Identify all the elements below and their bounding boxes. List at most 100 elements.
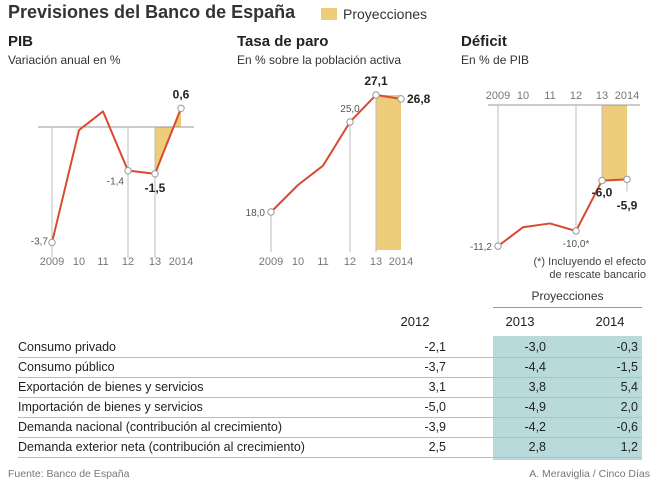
tick-label: 2014 <box>169 256 193 268</box>
data-point <box>267 208 275 216</box>
tick-label: 13 <box>596 90 608 102</box>
cell-2012: -3,7 <box>424 360 446 374</box>
tick-label: 10 <box>517 90 529 102</box>
chart-title: Tasa de paro <box>237 33 328 50</box>
tick-label: 2009 <box>259 256 283 268</box>
projection-area <box>376 94 401 250</box>
tick-label: 2009 <box>40 256 64 268</box>
tick-label: 2014 <box>389 256 413 268</box>
row-label: Consumo público <box>18 360 115 374</box>
data-point <box>494 242 502 250</box>
table-row: Demanda nacional (contribución al crecim… <box>18 417 642 438</box>
data-label: -6,0 <box>592 186 613 200</box>
chart-subtitle: Variación anual en % <box>8 53 121 67</box>
chart-subtitle: En % sobre la población activa <box>237 53 401 67</box>
row-label: Consumo privado <box>18 340 116 354</box>
cell-2013: -4,2 <box>524 420 546 434</box>
cell-2012: -2,1 <box>424 340 446 354</box>
tick-label: 12 <box>122 256 134 268</box>
data-label: 18,0 <box>246 208 266 219</box>
data-label: -10,0* <box>563 239 590 250</box>
data-label: -1,5 <box>145 181 166 195</box>
chart-title: Déficit <box>461 33 507 50</box>
cell-2013: 3,8 <box>528 380 546 394</box>
table-row: Consumo público -3,7 -4,4 -1,5 <box>18 357 642 378</box>
data-point <box>48 238 56 247</box>
column-header-2013: 2013 <box>505 314 535 329</box>
tick-label: 13 <box>149 256 161 268</box>
data-label: 27,1 <box>364 74 388 88</box>
tick-label: 11 <box>97 256 108 268</box>
data-label: -5,9 <box>617 198 638 212</box>
data-label: 0,6 <box>173 87 190 101</box>
row-label: Exportación de bienes y servicios <box>18 380 204 394</box>
projection-background <box>493 336 642 460</box>
tick-label: 12 <box>344 256 356 268</box>
data-point <box>346 118 354 126</box>
data-point <box>623 175 631 184</box>
tick-label: 12 <box>570 90 582 102</box>
chart-2: Déficit En % de PIB -11,2 -10,0* -6,0 -5,9 200… <box>461 33 646 281</box>
source-note: Fuente: Banco de España <box>8 468 130 480</box>
row-label: Importación de bienes y servicios <box>18 400 203 414</box>
cell-2012: -3,9 <box>424 420 446 434</box>
legend-swatch <box>321 8 337 20</box>
chart-note: de rescate bancario <box>549 269 646 281</box>
cell-2014: -0,3 <box>616 340 638 354</box>
cell-2014: 1,2 <box>620 440 638 454</box>
table-row: Exportación de bienes y servicios 3,1 3,8 5… <box>18 377 642 398</box>
tick-label: 10 <box>73 256 85 268</box>
projection-area <box>602 105 627 180</box>
legend: Proyecciones <box>321 6 427 22</box>
chart-title: PIB <box>8 33 33 50</box>
cell-2014: -1,5 <box>616 360 638 374</box>
charts-area: PIB Variación anual en % -3,7 -1,4 -1,5 0,6 20… <box>8 33 646 281</box>
column-header-2014: 2014 <box>595 314 625 329</box>
row-label: Demanda exterior neta (contribución al c… <box>18 440 305 454</box>
data-point <box>572 227 580 235</box>
projections-divider <box>493 307 642 308</box>
data-point <box>397 95 405 103</box>
series-line <box>270 93 402 213</box>
cell-2012: 3,1 <box>428 380 446 394</box>
data-label: -11,2 <box>470 242 492 253</box>
cell-2013: -4,4 <box>524 360 546 374</box>
series-line <box>497 178 628 247</box>
tick-label: 11 <box>317 256 328 268</box>
tick-label: 2014 <box>615 90 639 102</box>
credit-note: A. Meraviglia / Cinco Días <box>529 468 650 480</box>
cell-2014: 2,0 <box>620 400 638 414</box>
chart-0: PIB Variación anual en % -3,7 -1,4 -1,5 0,6 20… <box>8 33 194 268</box>
cell-2012: 2,5 <box>428 440 446 454</box>
data-point <box>372 91 380 99</box>
tick-label: 11 <box>544 90 555 102</box>
tick-label: 2009 <box>486 90 510 102</box>
chart-note: (*) Incluyendo el efecto <box>533 256 646 268</box>
data-label: 26,8 <box>407 92 431 106</box>
data-label: 25,0 <box>340 104 360 115</box>
table-row: Consumo privado -2,1 -3,0 -0,3 <box>18 337 642 358</box>
cell-2013: -3,0 <box>524 340 546 354</box>
data-label: -1,4 <box>107 177 125 188</box>
column-header-2012: 2012 <box>400 314 430 329</box>
row-label: Demanda nacional (contribución al crecim… <box>18 420 283 434</box>
data-point <box>151 170 159 178</box>
tick-label: 10 <box>292 256 304 268</box>
chart-1: Tasa de paro En % sobre la población acti… <box>237 33 431 268</box>
data-point <box>124 166 132 175</box>
chart-subtitle: En % de PIB <box>461 53 529 67</box>
cell-2014: 5,4 <box>620 380 638 394</box>
cell-2014: -0,6 <box>616 420 638 434</box>
table-row: Importación de bienes y servicios -5,0 -4,… <box>18 397 642 418</box>
series-line <box>51 107 182 243</box>
cell-2013: -4,9 <box>524 400 546 414</box>
cell-2013: 2,8 <box>528 440 546 454</box>
table-row: Demanda exterior neta (contribución al c… <box>18 437 642 458</box>
legend-label: Proyecciones <box>343 6 428 22</box>
data-point <box>598 176 606 185</box>
page-title: Previsiones del Banco de España <box>8 2 296 22</box>
data-label: -3,7 <box>31 236 49 247</box>
cell-2012: -5,0 <box>424 400 446 414</box>
data-point <box>177 104 185 112</box>
tick-label: 13 <box>370 256 382 268</box>
